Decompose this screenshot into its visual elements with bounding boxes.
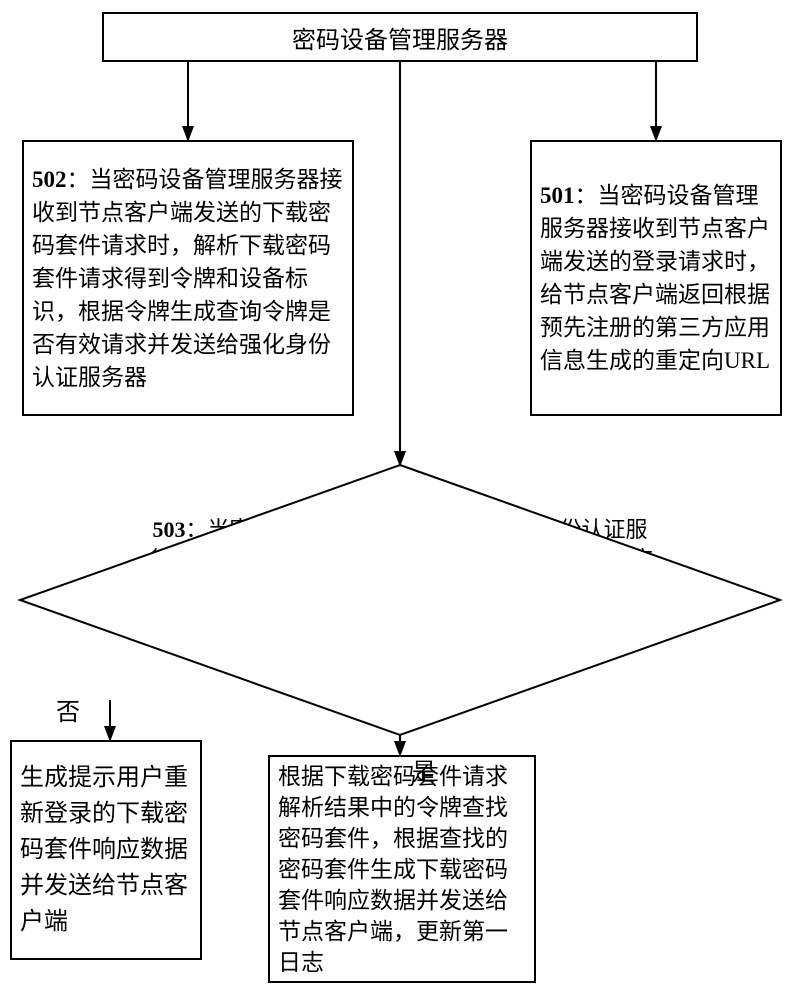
flow-node-501-num: 501 bbox=[540, 183, 575, 208]
flow-label-yes: 是 bbox=[412, 752, 436, 787]
flow-decision-503-num: 503 bbox=[152, 517, 185, 542]
flow-node-yes-result: 根据下载密码套件请求解析结果中的令牌查找密码套件，根据查找的密码套件生成下载密码… bbox=[268, 755, 536, 983]
flow-node-top-text: 密码设备管理服务器 bbox=[292, 28, 508, 54]
flow-label-no: 否 bbox=[56, 692, 80, 727]
flow-decision-503-text: ：当密码设备管理服务器接收到强化身份认证服务器发送的查询令牌响应数据时，根据查询… bbox=[147, 517, 653, 602]
flow-node-502: 502：当密码设备管理服务器接收到节点客户端发送的下载密码套件请求时，解析下载密… bbox=[22, 140, 354, 416]
flow-node-502-text: ：当密码设备管理服务器接收到节点客户端发送的下载密码套件请求时，解析下载密码套件… bbox=[32, 167, 343, 390]
flow-node-no-result: 生成提示用户重新登录的下载密码套件响应数据并发送给节点客户端 bbox=[10, 740, 202, 960]
flow-node-yes-text: 根据下载密码套件请求解析结果中的令牌查找密码套件，根据查找的密码套件生成下载密码… bbox=[278, 764, 508, 975]
flow-node-top: 密码设备管理服务器 bbox=[102, 12, 698, 62]
flow-decision-503: 503：当密码设备管理服务器接收到强化身份认证服务器发送的查询令牌响应数据时，根… bbox=[144, 515, 657, 697]
flow-node-502-num: 502 bbox=[32, 167, 67, 192]
flow-node-no-text: 生成提示用户重新登录的下载密码套件响应数据并发送给节点客户端 bbox=[20, 765, 188, 935]
flow-node-501: 501：当密码设备管理服务器接收到节点客户端发送的登录请求时，给节点客户端返回根… bbox=[530, 140, 782, 416]
flow-node-501-text: ：当密码设备管理服务器接收到节点客户端发送的登录请求时，给节点客户端返回根据预先… bbox=[540, 183, 770, 373]
